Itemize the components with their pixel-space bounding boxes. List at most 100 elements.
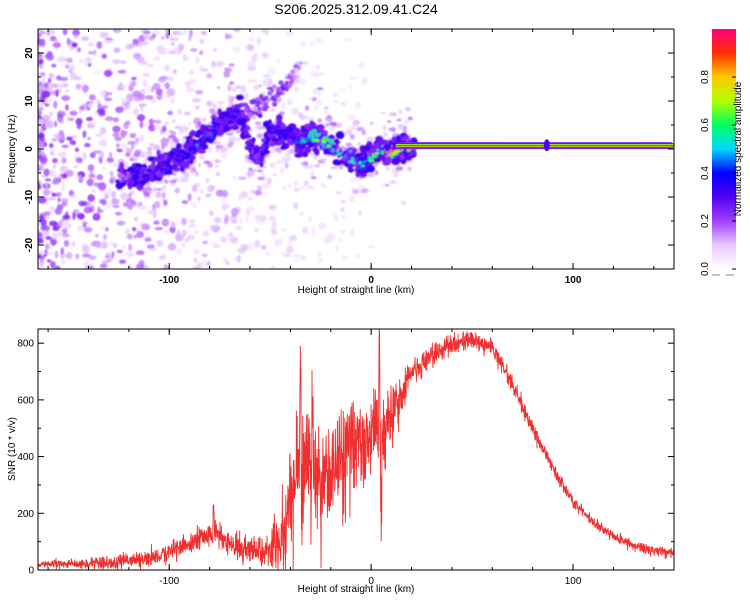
ridge-core-blob <box>259 153 265 156</box>
ridge-core-blob <box>369 158 374 163</box>
ridge-core-blob <box>171 159 176 164</box>
halo-blob <box>386 166 390 171</box>
ridge-core-blob <box>142 174 146 179</box>
halo-blob <box>279 111 285 116</box>
noise-blob <box>316 99 323 106</box>
noise-blob <box>39 30 47 35</box>
noise-blob <box>187 122 191 126</box>
noise-blob <box>222 257 227 262</box>
noise-blob <box>42 189 50 197</box>
noise-blob <box>265 251 270 257</box>
noise-blob <box>132 234 138 239</box>
noise-blob <box>367 245 376 249</box>
halo-blob <box>286 99 293 106</box>
ridge-core-blob <box>265 138 270 142</box>
noise-blob <box>102 53 107 59</box>
noise-blob <box>88 173 96 179</box>
colorbar-tick-label: 0.2 <box>700 214 711 228</box>
noise-blob <box>238 176 247 180</box>
noise-blob <box>262 182 271 190</box>
halo-blob <box>310 176 317 180</box>
halo-blob <box>407 166 412 172</box>
snr-series-line <box>38 329 674 570</box>
noise-blob <box>82 84 89 93</box>
noise-blob <box>55 89 59 97</box>
noise-blob <box>163 264 169 269</box>
ridge-core-blob <box>134 180 139 183</box>
noise-blob <box>268 215 277 222</box>
noise-blob <box>83 227 93 233</box>
noise-blob <box>279 167 285 174</box>
noise-blob <box>61 173 68 179</box>
ridge-core-blob <box>181 158 187 160</box>
noise-blob <box>87 103 93 109</box>
ridge-core-blob <box>178 156 182 159</box>
noise-blob <box>60 258 66 266</box>
noise-blob <box>121 97 126 104</box>
noise-blob <box>247 64 256 72</box>
ridge-outer-blob <box>221 110 230 117</box>
noise-blob <box>43 82 49 89</box>
halo-blob <box>188 169 194 173</box>
noise-blob <box>39 212 46 220</box>
noise-blob <box>114 136 122 142</box>
y-tick-label: 600 <box>17 395 34 406</box>
noise-blob <box>327 232 331 238</box>
noise-blob <box>112 132 119 138</box>
noise-blob <box>131 76 137 81</box>
noise-blob <box>103 234 107 240</box>
ridge-core-blob <box>376 149 380 151</box>
noise-blob <box>49 143 54 149</box>
spectrogram-marks <box>38 29 674 269</box>
halo-blob <box>139 204 145 210</box>
noise-blob <box>285 245 294 254</box>
colorbar-gradient <box>712 29 736 269</box>
ridge-core-blob <box>222 117 225 120</box>
noise-blob <box>151 204 156 211</box>
noise-blob <box>152 83 161 90</box>
y-tick-label: 20 <box>24 47 35 59</box>
noise-blob <box>52 42 62 48</box>
noise-blob <box>222 204 230 209</box>
noise-blob <box>84 142 91 148</box>
noise-blob <box>73 32 79 40</box>
ridge-core-blob <box>293 138 298 141</box>
ridge-core-blob <box>321 145 327 149</box>
ridge-core-blob <box>210 134 214 139</box>
ridge-core-blob <box>185 155 191 160</box>
ridge-core-blob <box>217 125 221 129</box>
noise-blob <box>244 92 249 100</box>
noise-blob <box>221 190 229 198</box>
noise-blob <box>268 204 277 211</box>
noise-blob <box>302 61 309 65</box>
ridge-outer-blob <box>366 164 375 173</box>
noise-blob <box>140 40 148 46</box>
noise-blob <box>48 146 56 154</box>
ridge-core-blob <box>160 170 163 174</box>
noise-blob <box>138 103 147 107</box>
noise-blob <box>120 60 127 64</box>
noise-blob <box>88 51 94 55</box>
noise-blob <box>54 120 58 128</box>
halo-blob <box>143 159 148 165</box>
halo-blob <box>398 125 404 131</box>
noise-blob <box>38 132 45 139</box>
noise-blob <box>73 165 79 169</box>
noise-blob <box>139 120 144 129</box>
noise-blob <box>54 265 61 269</box>
ridge-core-blob <box>275 133 278 135</box>
noise-blob <box>307 216 313 222</box>
noise-blob <box>116 220 126 226</box>
noise-blob <box>54 250 59 259</box>
noise-blob <box>112 117 119 123</box>
noise-blob <box>102 260 108 264</box>
noise-blob <box>315 38 324 44</box>
halo-blob <box>197 156 205 160</box>
ridge-core-blob <box>312 129 317 133</box>
halo-blob <box>126 198 134 204</box>
ridge-core-blob <box>292 136 296 139</box>
noise-blob <box>38 140 45 149</box>
halo-blob <box>236 130 241 134</box>
noise-blob <box>100 166 106 171</box>
ridge-outer-blob <box>188 131 196 138</box>
